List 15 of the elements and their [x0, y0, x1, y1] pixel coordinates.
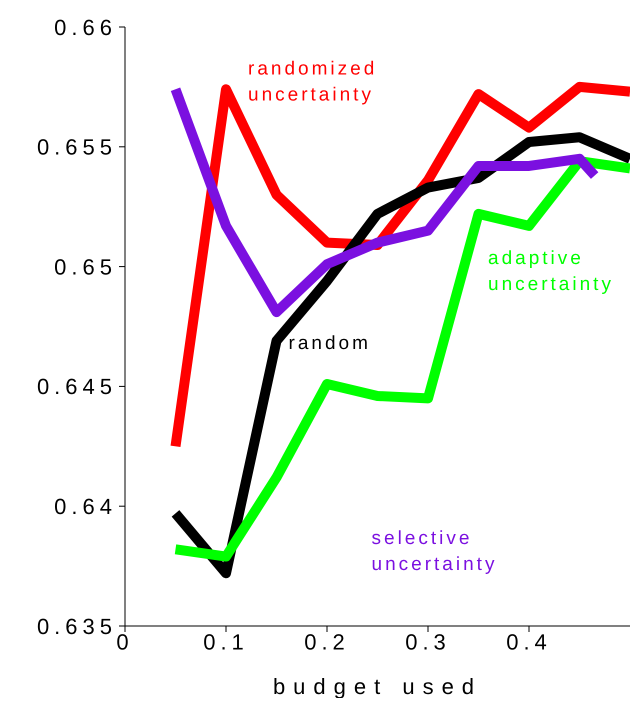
x-tick-label: 0.1: [203, 630, 249, 655]
y-tick-label: 0.635: [36, 614, 117, 639]
x-tick-label: 0.2: [304, 630, 350, 655]
y-tick-label: 0.64: [54, 494, 117, 520]
x-tick-label: 0: [116, 630, 134, 655]
y-tick-label: 0.65: [54, 254, 117, 280]
y-tick-label: 0.66: [54, 14, 117, 40]
text: selective uncertainty: [372, 528, 498, 575]
y-tick-label: 0.655: [36, 134, 117, 160]
series-label: randomized uncertainty: [248, 58, 378, 106]
y-tick-label: 0.645: [36, 374, 117, 400]
x-tick-label: 0.4: [506, 630, 552, 655]
x-tick-label: 0.3: [405, 630, 451, 655]
series-label: random: [288, 332, 371, 354]
series-label: adaptive uncertainty: [488, 248, 614, 295]
